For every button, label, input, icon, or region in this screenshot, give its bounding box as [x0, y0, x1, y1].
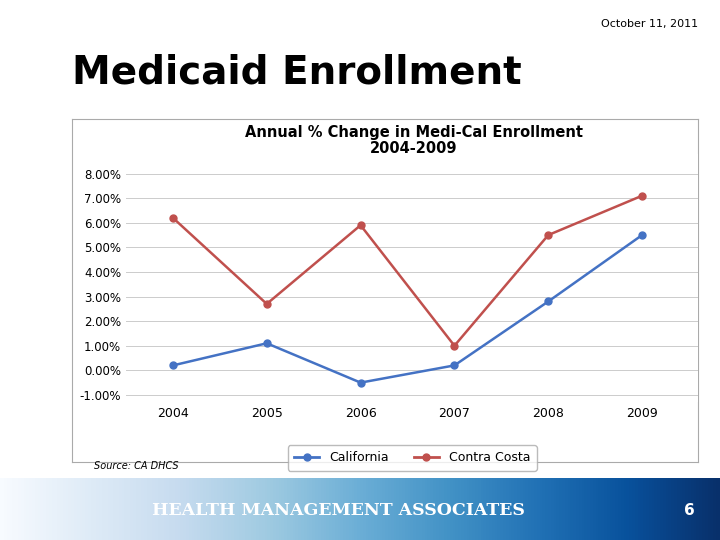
Line: Contra Costa: Contra Costa [169, 192, 646, 349]
Line: California: California [169, 232, 646, 386]
Text: 6: 6 [684, 503, 695, 518]
California [168, 362, 177, 369]
Contra Costa [638, 192, 647, 199]
California [450, 362, 459, 369]
California [356, 380, 365, 386]
Contra Costa [356, 222, 365, 228]
Contra Costa [450, 342, 459, 349]
Text: Medicaid Enrollment: Medicaid Enrollment [72, 54, 521, 92]
Text: Source: CA DHCS: Source: CA DHCS [94, 461, 179, 471]
Contra Costa [168, 214, 177, 221]
California [262, 340, 271, 347]
California [544, 298, 552, 305]
Legend: California, Contra Costa: California, Contra Costa [288, 445, 536, 470]
Text: HEALTH MANAGEMENT ASSOCIATES: HEALTH MANAGEMENT ASSOCIATES [152, 502, 525, 519]
Contra Costa [544, 232, 552, 238]
California [638, 232, 647, 238]
Text: Annual % Change in Medi-Cal Enrollment: Annual % Change in Medi-Cal Enrollment [245, 125, 583, 140]
Text: 2004-2009: 2004-2009 [370, 141, 458, 156]
Contra Costa [262, 301, 271, 307]
Text: October 11, 2011: October 11, 2011 [601, 19, 698, 29]
